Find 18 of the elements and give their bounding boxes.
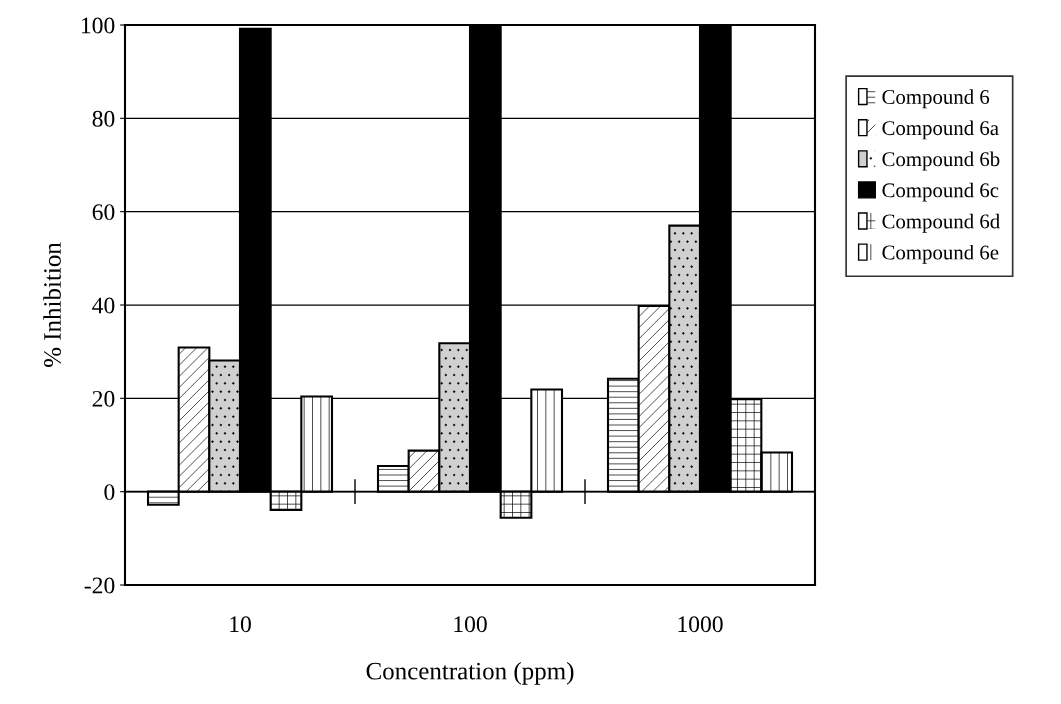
y-tick-label: 20 [92,390,115,407]
y-tick-label: 80 [92,110,115,127]
x-tick-label: 100 [454,616,487,633]
legend-label: Compound 6a [882,120,999,140]
legend-label: Compound 6 [882,89,990,109]
legend-label: Compound 6b [882,151,1000,171]
y-tick-label: 100 [81,17,115,34]
y-tick-label: 60 [92,204,115,221]
legend-label: Compound 6c [882,182,999,202]
x-axis-title: Concentration (ppm) [366,661,574,685]
y-tick-label: 0 [104,484,115,501]
y-tick-label: -20 [84,577,115,594]
y-axis-title: % Inhibition [43,242,61,367]
legend-label: Compound 6e [882,244,999,264]
x-tick-label: 10 [230,616,251,633]
x-tick-label: 1000 [678,616,723,633]
legend-label: Compound 6d [882,213,1000,233]
y-tick-label: 40 [92,297,115,314]
